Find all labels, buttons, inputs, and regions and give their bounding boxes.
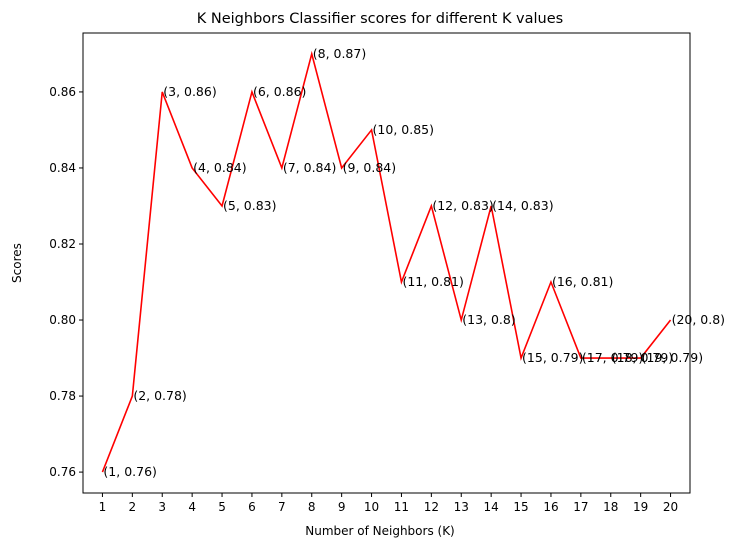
y-axis-title: Scores bbox=[10, 243, 24, 283]
data-label: (10, 0.85) bbox=[373, 122, 434, 137]
x-tick-label: 3 bbox=[158, 500, 166, 514]
data-label: (14, 0.83) bbox=[492, 198, 553, 213]
data-label: (2, 0.78) bbox=[133, 388, 187, 403]
x-tick-label: 6 bbox=[248, 500, 256, 514]
x-tick-label: 7 bbox=[278, 500, 286, 514]
plot-frame bbox=[82, 32, 691, 494]
x-tick-label: 10 bbox=[364, 500, 379, 514]
data-label: (13, 0.8) bbox=[462, 312, 515, 327]
series-line bbox=[101, 50, 672, 473]
x-tick-label: 12 bbox=[424, 500, 439, 514]
chart-title: K Neighbors Classifier scores for differ… bbox=[197, 11, 563, 27]
data-labels: (1, 0.76) (2, 0.78) (3, 0.86) (4, 0.84) (5, … bbox=[103, 46, 725, 479]
data-label: (8, 0.87) bbox=[313, 46, 367, 61]
x-axis-title: Number of Neighbors (K) bbox=[305, 524, 455, 538]
y-tick-label: 0.84 bbox=[49, 161, 76, 175]
data-label: (18, 0.79) bbox=[612, 350, 673, 365]
x-tick-label: 16 bbox=[543, 500, 558, 514]
data-label: (12, 0.83) bbox=[432, 198, 493, 213]
x-tick-label: 9 bbox=[338, 500, 346, 514]
data-label: (3, 0.86) bbox=[163, 84, 217, 99]
data-label: (20, 0.8) bbox=[672, 312, 726, 327]
y-tick-label: 0.82 bbox=[49, 237, 76, 251]
data-label: (19, 0.79) bbox=[642, 350, 703, 365]
x-tick-label: 19 bbox=[633, 500, 648, 514]
x-tick-label: 4 bbox=[188, 500, 196, 514]
data-label: (17, 0.79) bbox=[582, 350, 643, 365]
x-tick-label: 1 bbox=[99, 500, 107, 514]
data-label: (11, 0.81) bbox=[402, 274, 463, 289]
x-tick-label: 5 bbox=[218, 500, 226, 514]
axis-ticks: 1 2 3 4 5 6 7 8 9 10 11 12 13 14 15 16 17 18 19 200.760.780… bbox=[49, 85, 678, 514]
series-layer bbox=[101, 50, 672, 473]
y-tick-label: 0.86 bbox=[49, 85, 76, 99]
data-label: (16, 0.81) bbox=[552, 274, 613, 289]
y-tick-label: 0.80 bbox=[49, 313, 76, 327]
data-label: (15, 0.79) bbox=[522, 350, 583, 365]
x-tick-label: 18 bbox=[603, 500, 618, 514]
data-label: (5, 0.83) bbox=[223, 198, 277, 213]
x-tick-label: 8 bbox=[308, 500, 316, 514]
x-tick-label: 11 bbox=[394, 500, 409, 514]
data-label: (7, 0.84) bbox=[283, 160, 337, 175]
y-tick-label: 0.76 bbox=[49, 465, 76, 479]
x-tick-label: 17 bbox=[573, 500, 588, 514]
data-label: (4, 0.84) bbox=[193, 160, 247, 175]
x-tick-label: 15 bbox=[513, 500, 528, 514]
x-tick-label: 20 bbox=[663, 500, 678, 514]
data-label: (9, 0.84) bbox=[343, 160, 397, 175]
data-label: (6, 0.86) bbox=[253, 84, 307, 99]
data-label: (1, 0.76) bbox=[103, 464, 157, 479]
y-tick-label: 0.78 bbox=[49, 389, 76, 403]
x-tick-label: 13 bbox=[454, 500, 469, 514]
x-tick-label: 2 bbox=[129, 500, 137, 514]
x-tick-label: 14 bbox=[484, 500, 499, 514]
